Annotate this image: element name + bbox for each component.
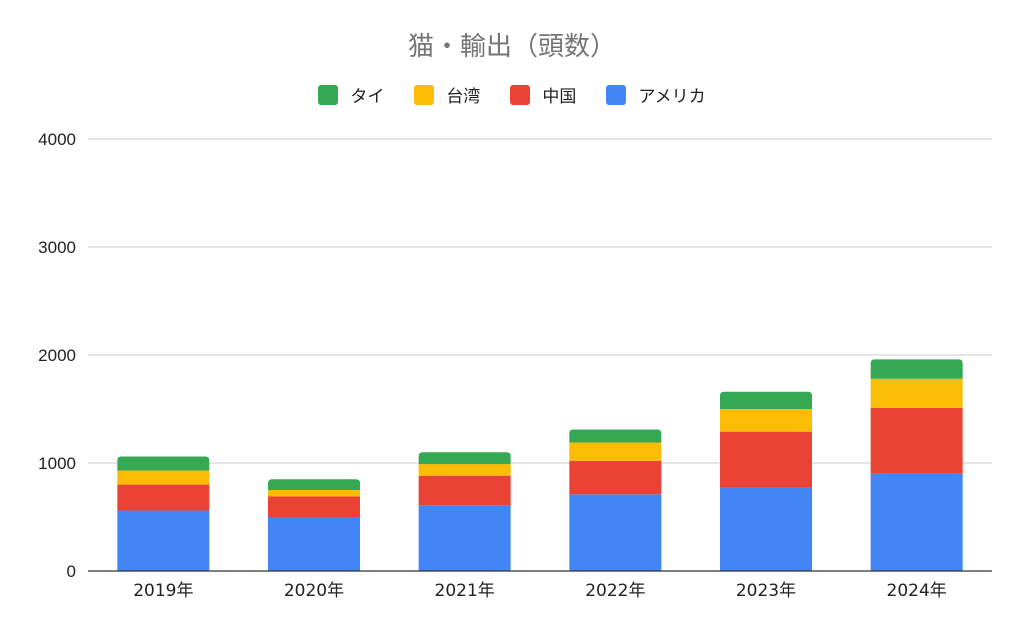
bar-segment-usa-0 [117, 510, 210, 571]
x-tick-label-0: 2019年 [133, 581, 193, 601]
x-tick-label-1: 2020年 [284, 581, 344, 601]
legend-item-taiwan[interactable]: 台湾 [414, 82, 480, 107]
y-tick-label-1000: 1000 [38, 454, 76, 473]
legend-label-taiwan: 台湾 [446, 87, 481, 107]
legend-swatch-thai [318, 84, 339, 105]
bar-segment-thai-4 [720, 391, 812, 409]
y-tick-label-3000: 3000 [38, 238, 76, 257]
bar-segment-thai-2 [418, 452, 511, 465]
y-tick-label-4000: 4000 [38, 130, 76, 149]
x-tick-label-3: 2022年 [585, 581, 645, 601]
bar-segment-thai-1 [268, 479, 360, 490]
bar-segment-taiwan-0 [117, 470, 210, 485]
bar-segment-taiwan-4 [720, 409, 812, 432]
bar-segment-usa-5 [870, 473, 963, 571]
legend-item-usa[interactable]: アメリカ [606, 82, 706, 107]
bar-segment-thai-5 [870, 359, 963, 379]
legend-label-usa: アメリカ [638, 87, 706, 107]
bar-segment-china-2 [418, 475, 511, 506]
bar-segment-usa-1 [268, 517, 360, 571]
legend-swatch-taiwan [414, 84, 435, 105]
bar-segment-usa-4 [720, 487, 812, 571]
bar-segment-china-3 [569, 460, 662, 495]
chart-title: 猫・輸出（頭数） [407, 32, 616, 62]
legend: タイ 台湾 中国 アメリカ [0, 82, 1024, 107]
bar-segment-usa-2 [418, 505, 511, 571]
legend-item-china[interactable]: 中国 [510, 82, 576, 107]
bar-segment-taiwan-1 [268, 490, 360, 497]
bar-segment-china-4 [720, 431, 812, 488]
legend-item-thai[interactable]: タイ [318, 82, 384, 107]
legend-swatch-china [510, 84, 531, 105]
bar-segment-thai-3 [569, 429, 662, 443]
legend-label-thai: タイ [350, 87, 385, 107]
bar-segment-taiwan-3 [569, 442, 662, 461]
bar-segment-china-5 [870, 407, 963, 474]
bar-segment-china-0 [117, 484, 210, 511]
legend-label-china: 中国 [542, 87, 577, 107]
y-tick-label-0: 0 [67, 562, 76, 581]
x-tick-label-4: 2023年 [736, 581, 796, 601]
x-tick-label-5: 2024年 [887, 581, 947, 601]
bar-segment-thai-0 [117, 456, 210, 471]
bar-segment-usa-3 [569, 494, 662, 571]
x-tick-label-2: 2021年 [435, 581, 495, 601]
bar-segment-china-1 [268, 496, 360, 517]
bar-segment-taiwan-5 [870, 378, 963, 408]
bar-segment-taiwan-2 [418, 464, 511, 476]
legend-swatch-usa [606, 84, 627, 105]
y-tick-label-2000: 2000 [38, 346, 76, 365]
